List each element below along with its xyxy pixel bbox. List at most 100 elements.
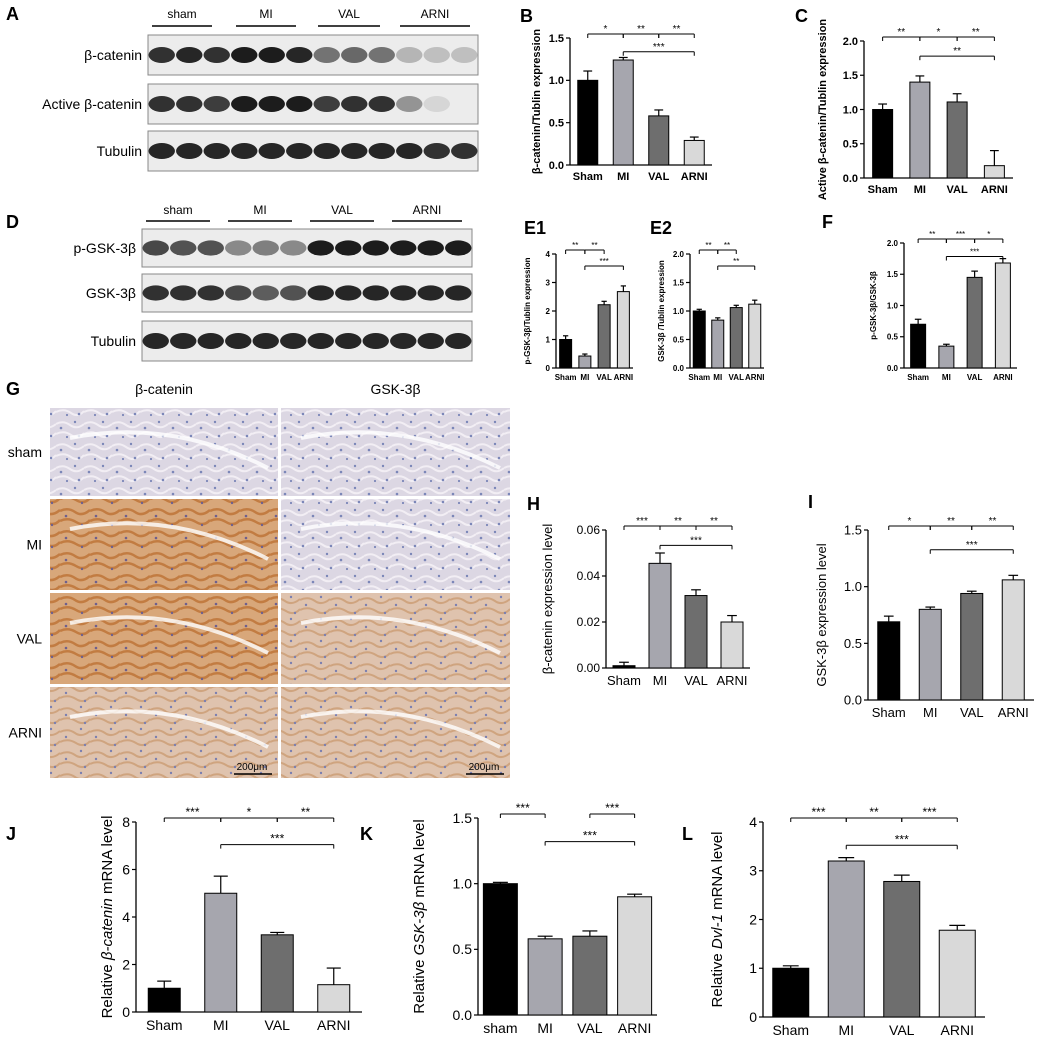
y-tick-label: 0.5 — [887, 333, 899, 342]
significance-label: *** — [599, 257, 608, 266]
significance-label: *** — [270, 832, 284, 846]
bar-sham — [910, 323, 927, 369]
y-axis-label: Active β-catenin/Tublin expression — [817, 19, 829, 201]
y-tick-label: 0.06 — [577, 523, 601, 537]
x-tick-label: MI — [713, 373, 722, 382]
significance-label: ** — [673, 24, 681, 35]
blot-band — [197, 240, 224, 256]
y-tick-label: 0.5 — [844, 636, 862, 651]
y-axis-label-part: GSK-3β — [411, 901, 428, 955]
bar-sham — [872, 109, 894, 179]
blot-band — [280, 240, 307, 256]
y-tick-label: 0.5 — [549, 118, 564, 130]
blot-band — [252, 285, 279, 301]
bar-sham — [482, 883, 518, 1016]
y-tick-label: 4 — [122, 909, 130, 925]
blot-group-label: VAL — [331, 203, 353, 217]
panel-letter-i: I — [808, 492, 813, 512]
blot-band — [286, 47, 313, 63]
blot-band — [142, 333, 169, 349]
y-tick-label: 4 — [546, 250, 551, 259]
significance-label: *** — [811, 805, 825, 819]
ihc-column-label: GSK-3β — [370, 381, 420, 397]
blot-row-label: Active β-catenin — [42, 96, 142, 112]
blot-group-label: sham — [163, 203, 192, 217]
ihc-tissue-gap — [69, 430, 269, 470]
significance-label: ** — [724, 241, 730, 250]
bar-sham — [772, 967, 810, 1018]
blot-band — [286, 96, 313, 112]
y-tick-label: 3 — [749, 863, 757, 879]
x-tick-label: VAL — [265, 1017, 291, 1033]
ihc-micrograph — [281, 408, 510, 496]
y-axis-label-part: Relative — [99, 960, 116, 1018]
blot-band — [417, 285, 444, 301]
x-tick-label: MI — [213, 1017, 229, 1033]
x-tick-label: MI — [617, 171, 629, 183]
y-tick-label: 0.0 — [673, 364, 685, 373]
y-tick-label: 0.0 — [453, 1007, 473, 1023]
significance-label: ** — [947, 516, 955, 527]
bar-val — [648, 115, 670, 166]
x-tick-label: MI — [653, 673, 667, 688]
significance-label: *** — [653, 42, 665, 53]
y-axis-label-part: mRNA level — [99, 816, 116, 899]
y-axis-label: GSK-3β expression level — [814, 543, 829, 686]
y-tick-label: 1.5 — [549, 33, 564, 45]
y-tick-label: 2 — [546, 307, 551, 316]
blot-strip — [147, 130, 479, 172]
y-axis-label: Relative GSK-3β mRNA level — [411, 819, 428, 1013]
panel-letter-c: C — [795, 6, 808, 26]
y-tick-label: 2.0 — [843, 36, 858, 48]
x-tick-label: Sham — [868, 184, 898, 196]
blot-band — [313, 47, 340, 63]
blot-band — [231, 47, 258, 63]
blot-band — [258, 47, 285, 63]
western-blot-a: sham MI VAL ARNI β-catenin Active β-catenin Tu… — [42, 7, 479, 172]
bar-mi — [918, 608, 942, 701]
blot-group-label: sham — [167, 7, 196, 21]
blot-strip — [141, 228, 473, 268]
y-axis-label-part: Dvl-1 — [709, 914, 726, 949]
ihc-row-label: ARNI — [9, 725, 42, 741]
y-tick-label: 0.04 — [577, 569, 601, 583]
blot-row-label: p-GSK-3β — [73, 240, 136, 256]
blot-band — [423, 47, 450, 63]
y-tick-label: 1.5 — [453, 810, 473, 826]
significance-label: ** — [989, 516, 997, 527]
x-tick-label: ARNI — [618, 1020, 651, 1036]
significance-label: ** — [674, 516, 682, 527]
x-tick-label: MI — [914, 184, 926, 196]
bar-val — [684, 595, 708, 669]
y-axis-label: p-GSK-3β/Tublin expression — [523, 257, 532, 364]
significance-label: ** — [710, 516, 718, 527]
bar-sham — [692, 310, 706, 369]
chart-e1: 0 1 2 3 4 Sham MI VAL ARNI p-GSK-3β/Tublin expres… — [523, 241, 633, 382]
y-tick-label: 0 — [546, 364, 551, 373]
blot-band — [368, 47, 395, 63]
significance-label: * — [937, 27, 941, 38]
ihc-tissue-gap — [69, 521, 269, 561]
bar-sham — [559, 339, 573, 369]
significance-label: ** — [637, 24, 645, 35]
bar-val — [966, 276, 983, 369]
y-tick-label: 0.0 — [844, 693, 862, 708]
x-tick-label: VAL — [967, 373, 983, 382]
y-tick-label: 0.02 — [577, 615, 601, 629]
bar-mi — [612, 59, 634, 166]
bar-val — [260, 934, 294, 1013]
blot-row-label: Tubulin — [91, 333, 136, 349]
bar-arni — [683, 139, 705, 166]
x-tick-label: sham — [483, 1020, 517, 1036]
bar-val — [883, 880, 921, 1018]
y-tick-label: 6 — [122, 861, 130, 877]
panel-letter-h: H — [527, 494, 540, 514]
y-tick-label: 2.0 — [673, 250, 685, 259]
significance-label: ** — [733, 257, 739, 266]
panel-letter-e1: E1 — [524, 218, 546, 238]
significance-label: ** — [929, 230, 935, 239]
significance-label: * — [247, 805, 252, 819]
scale-bar-label: 200μm — [469, 762, 500, 773]
blot-band — [451, 47, 478, 63]
x-tick-label: Sham — [555, 373, 577, 382]
